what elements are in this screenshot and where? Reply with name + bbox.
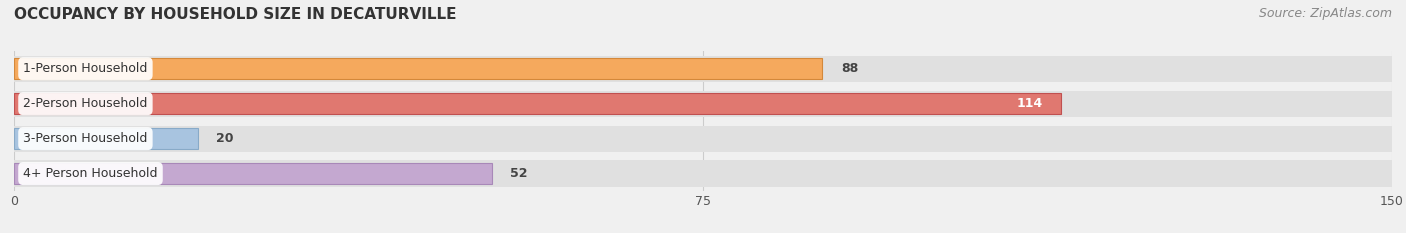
Bar bbox=[14, 93, 1062, 114]
Bar bbox=[14, 91, 1392, 117]
Bar bbox=[14, 163, 492, 184]
Text: 3-Person Household: 3-Person Household bbox=[24, 132, 148, 145]
Text: OCCUPANCY BY HOUSEHOLD SIZE IN DECATURVILLE: OCCUPANCY BY HOUSEHOLD SIZE IN DECATURVI… bbox=[14, 7, 457, 22]
Text: 88: 88 bbox=[841, 62, 858, 75]
Bar bbox=[14, 128, 198, 149]
Bar bbox=[14, 56, 1392, 82]
Text: 1-Person Household: 1-Person Household bbox=[24, 62, 148, 75]
Text: 20: 20 bbox=[217, 132, 233, 145]
Text: 4+ Person Household: 4+ Person Household bbox=[24, 167, 157, 180]
Bar bbox=[14, 161, 1392, 187]
Bar bbox=[14, 58, 823, 79]
Text: 114: 114 bbox=[1017, 97, 1043, 110]
Text: 52: 52 bbox=[510, 167, 527, 180]
Text: Source: ZipAtlas.com: Source: ZipAtlas.com bbox=[1258, 7, 1392, 20]
Text: 2-Person Household: 2-Person Household bbox=[24, 97, 148, 110]
Bar bbox=[14, 126, 1392, 152]
